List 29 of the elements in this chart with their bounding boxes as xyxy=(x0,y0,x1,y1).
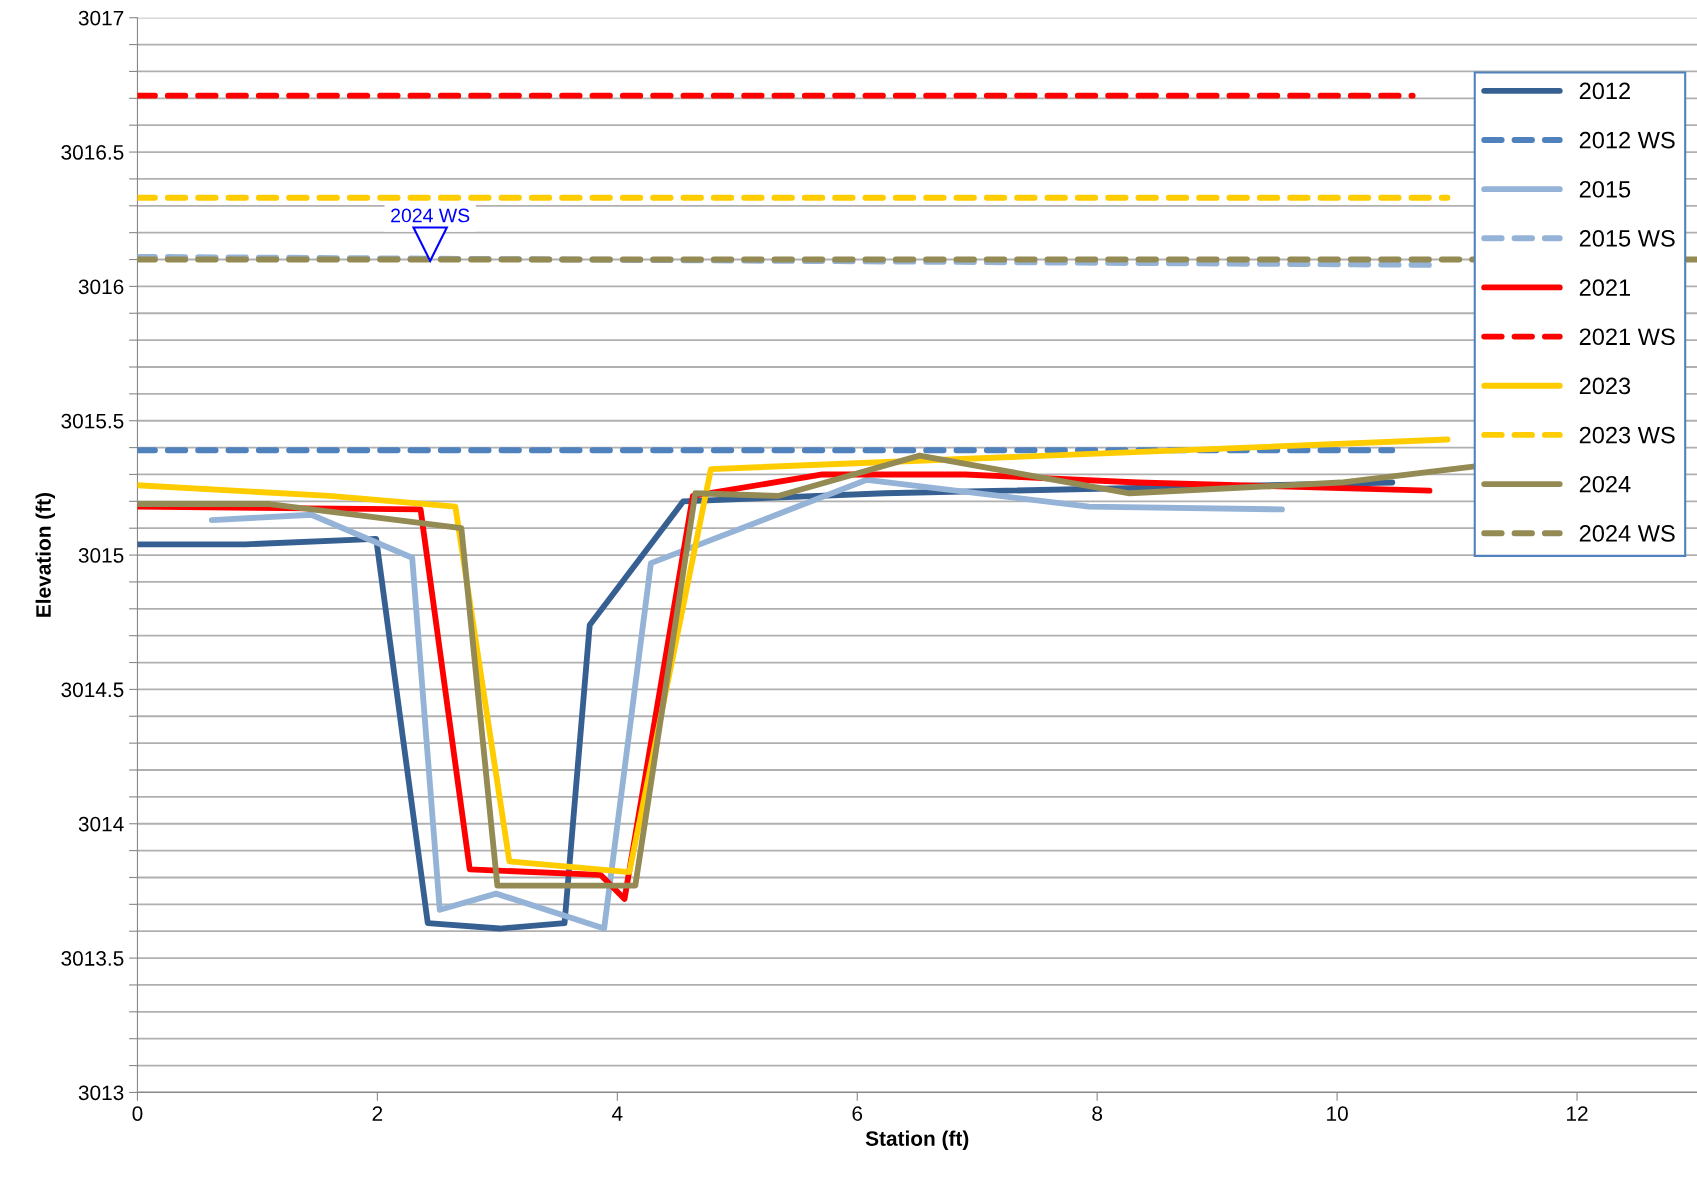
y-tick-label: 3015 xyxy=(78,548,124,563)
y-tick-label: 3014 xyxy=(78,816,124,832)
y-tick-label: 3014.5 xyxy=(61,682,124,698)
legend-label: 2024 WS xyxy=(1579,525,1675,542)
legend-label: 2015 WS xyxy=(1579,230,1675,247)
legend-label: 2021 WS xyxy=(1579,328,1675,346)
legend-label: 2023 xyxy=(1579,377,1631,395)
x-tick-label: 6 xyxy=(852,1106,863,1121)
x-tick-label: 2 xyxy=(372,1106,383,1121)
annotation: 2024 WS xyxy=(391,208,470,223)
legend-label: 2015 xyxy=(1579,180,1631,198)
y-tick-label: 3016 xyxy=(78,279,124,295)
legend-label: 2012 xyxy=(1579,82,1630,100)
x-tick-label: 0 xyxy=(132,1106,143,1121)
x-axis-title: Station (ft) xyxy=(865,1130,969,1151)
x-tick-label: 8 xyxy=(1092,1106,1103,1121)
x-tick-label: 10 xyxy=(1327,1106,1348,1121)
legend-label: 2012 WS xyxy=(1579,131,1675,149)
y-tick-label: 3017 xyxy=(78,10,124,26)
y-axis-title: Elevation (ft) xyxy=(35,493,55,617)
y-tick-label: 3015.5 xyxy=(61,413,124,429)
legend-label: 2023 WS xyxy=(1579,426,1675,444)
legend-label: 2021 xyxy=(1579,279,1631,296)
legend-label: 2024 xyxy=(1579,475,1631,493)
y-tick-label: 3013 xyxy=(78,1085,124,1101)
y-tick-label: 3013.5 xyxy=(61,951,124,966)
x-tick-label: 4 xyxy=(612,1106,623,1121)
y-tick-label: 3016.5 xyxy=(61,145,124,160)
x-tick-label: 12 xyxy=(1567,1106,1588,1121)
